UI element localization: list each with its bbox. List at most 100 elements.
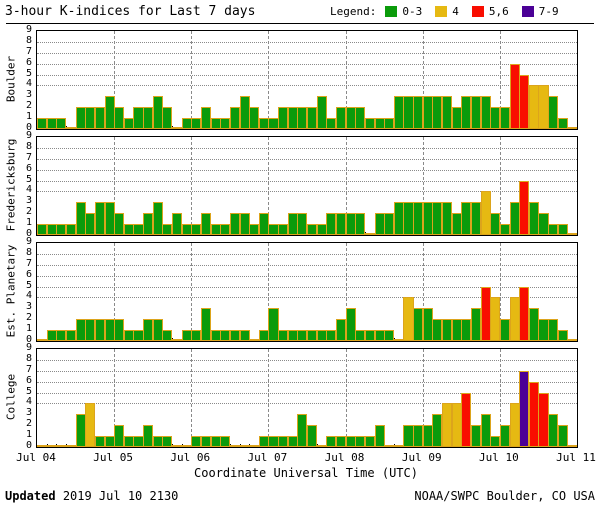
k-index-bar	[75, 107, 86, 129]
k-index-bar	[65, 127, 77, 129]
k-index-bar	[509, 202, 520, 235]
y-tick-label: 2	[25, 312, 32, 324]
k-index-bar	[499, 319, 510, 341]
k-index-bar	[104, 96, 115, 129]
h-gridline-k7	[37, 52, 577, 54]
k-index-bar	[326, 330, 337, 341]
k-index-bar	[442, 403, 453, 447]
k-index-bar	[384, 213, 395, 235]
k-index-bar	[37, 118, 48, 129]
k-index-bar	[528, 308, 539, 341]
h-gridline-k8	[37, 147, 577, 149]
y-tick-label: 3	[25, 195, 32, 207]
k-index-bar	[442, 202, 453, 235]
title-separator	[6, 23, 594, 24]
k-index-bar	[191, 330, 202, 341]
k-index-bar	[345, 308, 356, 341]
k-index-bar	[470, 425, 482, 447]
k-index-bar	[567, 127, 578, 129]
y-tick-label: 7	[25, 45, 32, 57]
y-tick-label: 9	[25, 236, 32, 247]
k-index-bar	[114, 213, 125, 235]
panel-est-planetary	[36, 242, 578, 342]
x-day-label: Jul 08	[324, 451, 365, 464]
k-index-bar	[538, 319, 549, 341]
k-index-bar	[470, 308, 482, 341]
k-index-bar	[258, 436, 269, 447]
k-index-bar	[326, 436, 337, 447]
y-tick-label: 1	[25, 217, 32, 229]
k-index-bar	[490, 297, 501, 341]
y-tick-label: 5	[25, 385, 32, 397]
k-index-bar	[499, 224, 510, 235]
k-index-bar	[249, 224, 260, 235]
k-index-bar	[152, 202, 163, 235]
k-index-bar	[335, 436, 347, 447]
k-index-bar	[210, 436, 221, 447]
y-tick-label: 4	[25, 78, 32, 90]
h-gridline-k7	[37, 158, 577, 160]
k-index-bar	[422, 425, 433, 447]
xaxis-title: Coordinate Universal Time (UTC)	[194, 466, 418, 480]
k-index-bar	[210, 224, 221, 235]
k-index-bar	[432, 96, 443, 129]
k-index-bar	[133, 436, 144, 447]
k-index-bar	[490, 213, 501, 235]
k-index-bar	[480, 191, 491, 235]
panel-boulder	[36, 30, 578, 130]
legend-swatch-icon	[435, 6, 448, 17]
day-boundary-gridline	[268, 31, 270, 129]
k-index-bar	[181, 330, 192, 341]
k-index-bar	[364, 436, 375, 447]
panel-college	[36, 348, 578, 448]
legend-swatch-icon	[385, 6, 398, 17]
k-index-bar	[220, 118, 231, 129]
k-index-bar	[172, 213, 183, 235]
legend-label: Legend:	[330, 5, 377, 18]
k-index-bar	[355, 330, 366, 341]
k-index-bar	[46, 224, 57, 235]
k-index-bar	[413, 202, 424, 235]
h-gridline-k6	[37, 275, 577, 277]
day-boundary-gridline	[114, 349, 116, 447]
k-index-bar	[307, 330, 318, 341]
legend-item-0-3: 0-3	[385, 5, 422, 18]
k-index-bar	[46, 330, 57, 341]
k-index-bar	[451, 319, 462, 341]
k-index-bar	[316, 445, 327, 447]
k-index-bar	[133, 107, 144, 129]
k-index-bar	[162, 436, 173, 447]
k-index-bar	[335, 213, 347, 235]
k-index-bar	[65, 224, 77, 235]
y-tick-label: 9	[25, 24, 32, 35]
day-boundary-gridline	[345, 349, 347, 447]
y-tick-label: 5	[25, 67, 32, 79]
k-index-bar	[85, 403, 96, 447]
y-tick-label: 6	[25, 162, 32, 174]
x-day-label: Jul 04	[16, 451, 56, 464]
k-index-bar	[56, 118, 67, 129]
k-index-bar	[538, 85, 549, 129]
day-boundary-gridline	[191, 243, 193, 341]
k-index-bar	[249, 107, 260, 129]
k-index-bar	[335, 107, 347, 129]
k-index-bar	[528, 381, 539, 447]
k-index-bar	[123, 330, 134, 341]
k-index-bar	[162, 107, 173, 129]
y-tick-label: 6	[25, 374, 32, 386]
y-tick-label: 7	[25, 151, 32, 163]
legend-item-5,6: 5,6	[471, 5, 509, 18]
k-index-bar	[548, 319, 559, 341]
k-index-bar	[509, 297, 520, 341]
k-index-bar	[384, 445, 395, 447]
legend-swatch-icon	[521, 6, 534, 17]
k-index-bar	[37, 445, 48, 447]
station-label: College	[4, 373, 18, 421]
day-boundary-gridline	[268, 349, 270, 447]
k-index-bar	[65, 330, 77, 341]
k-index-bar	[37, 339, 48, 341]
k-index-bar	[65, 445, 77, 447]
x-day-label: Jul 09	[401, 451, 442, 464]
k-index-bar	[220, 330, 231, 341]
